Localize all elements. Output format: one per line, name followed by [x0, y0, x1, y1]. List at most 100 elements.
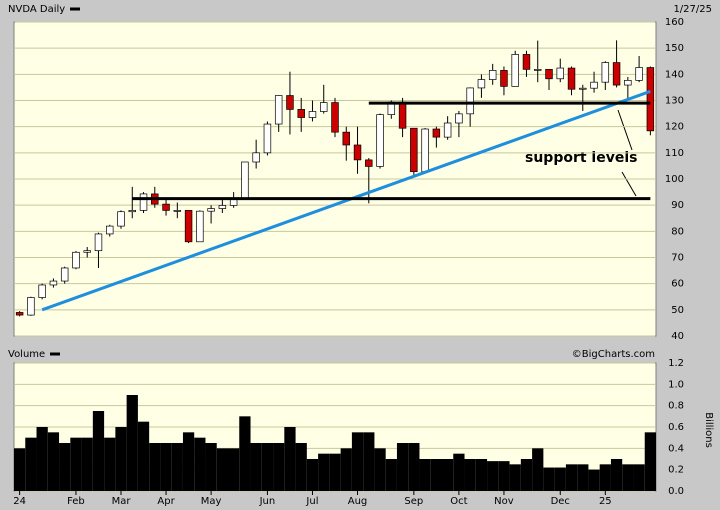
volume-bar: [239, 416, 251, 491]
volume-bar: [205, 443, 217, 491]
y-tick-label: 130: [665, 96, 684, 107]
candle-body: [173, 210, 182, 212]
volume-bar: [599, 464, 611, 491]
y-axis-title: Billions: [703, 412, 714, 448]
candle-body: [218, 205, 227, 209]
x-tick-label: Nov: [494, 496, 514, 507]
volume-bar: [194, 437, 206, 491]
candle-body: [410, 127, 418, 173]
volume-bar: [81, 437, 93, 491]
volume-bar: [633, 464, 645, 491]
candle-body: [635, 67, 643, 81]
candle-body: [342, 131, 350, 146]
candle-body: [488, 70, 497, 80]
volume-bar: [419, 459, 431, 491]
annotation: support levels: [525, 150, 637, 166]
y-tick-label: 150: [665, 43, 684, 54]
volume-bar: [475, 459, 488, 491]
source: ©BigCharts.com: [572, 349, 655, 360]
y-tick-label: 0.2: [668, 465, 684, 476]
candle-body: [83, 250, 91, 253]
volume-bar: [295, 443, 307, 491]
y-tick-label: 0.8: [668, 401, 684, 412]
volume-bar: [374, 448, 386, 491]
y-tick-label: 140: [665, 69, 684, 80]
candle-body: [94, 233, 103, 252]
x-tick-label: Jul: [305, 496, 318, 507]
y-tick-label: 50: [671, 305, 684, 316]
candle-body: [477, 79, 486, 89]
candle-body: [15, 312, 24, 316]
y-tick-label: 160: [665, 17, 684, 28]
x-tick-label: Aug: [348, 496, 368, 507]
volume-bar: [363, 432, 375, 491]
volume-bar: [408, 443, 420, 491]
y-tick-label: 60: [671, 279, 684, 290]
y-tick-label: 80: [671, 226, 684, 237]
volume-bar: [520, 459, 533, 491]
volume-bar: [532, 448, 544, 491]
volume-bar: [137, 421, 150, 491]
candle-body: [545, 69, 553, 80]
candle-body: [500, 70, 508, 87]
candle-body: [184, 210, 193, 243]
candle-body: [106, 225, 114, 235]
candle-body: [207, 208, 215, 212]
volume-bar: [565, 464, 578, 491]
volume-bar: [126, 395, 138, 491]
candle-body: [443, 122, 452, 138]
volume-bar: [351, 432, 364, 491]
volume-bar: [543, 467, 555, 491]
volume-bar: [92, 411, 105, 491]
candle-body: [263, 123, 272, 154]
candle-body: [49, 280, 58, 286]
y-tick-label: 90: [671, 200, 684, 211]
volume-bar: [273, 443, 285, 491]
volume-bar: [430, 459, 442, 491]
candle-body: [72, 251, 80, 269]
candle-body: [421, 128, 429, 173]
volume-bar: [498, 461, 510, 491]
candle-body: [579, 87, 587, 90]
volume-bar: [509, 464, 521, 491]
y-tick-label: 1.0: [668, 379, 684, 390]
volume-bar: [104, 437, 116, 491]
y-tick-label: 120: [665, 122, 684, 133]
volume-bar: [644, 432, 656, 491]
volume-bar: [160, 443, 172, 491]
x-tick-label: 24: [13, 496, 26, 507]
volume-bar: [182, 432, 195, 491]
volume-bar: [329, 453, 341, 491]
candle-body: [297, 109, 305, 118]
candle-body: [308, 111, 317, 118]
volume-bar: [25, 437, 37, 491]
candle-body: [612, 62, 621, 86]
candle-body: [274, 95, 283, 125]
candle-body: [241, 161, 249, 199]
volume-bar: [284, 427, 296, 491]
candle-body: [353, 144, 362, 161]
volume-bar: [610, 459, 623, 491]
y-tick-label: 0.6: [668, 422, 684, 433]
chart-title: NVDA Daily: [8, 4, 65, 15]
candle-body: [365, 159, 373, 167]
x-tick-label: 25: [599, 496, 612, 507]
volume-bar: [554, 467, 566, 491]
volume-bar: [47, 432, 60, 491]
candle-body: [601, 62, 610, 83]
candle-body: [398, 101, 407, 129]
volume-bar: [487, 461, 499, 491]
x-tick-label: Sep: [404, 496, 423, 507]
x-tick-label: Jun: [259, 496, 276, 507]
x-tick-label: Mar: [112, 496, 132, 507]
x-tick-label: Feb: [67, 496, 85, 507]
candle-body: [556, 67, 564, 80]
volume-bar: [622, 464, 634, 491]
volume-bar: [261, 443, 274, 491]
volume-bar: [385, 459, 397, 491]
volume-bar: [149, 443, 161, 491]
candle-body: [331, 102, 339, 133]
candle-body: [432, 128, 441, 138]
x-tick-label: Apr: [157, 496, 175, 507]
